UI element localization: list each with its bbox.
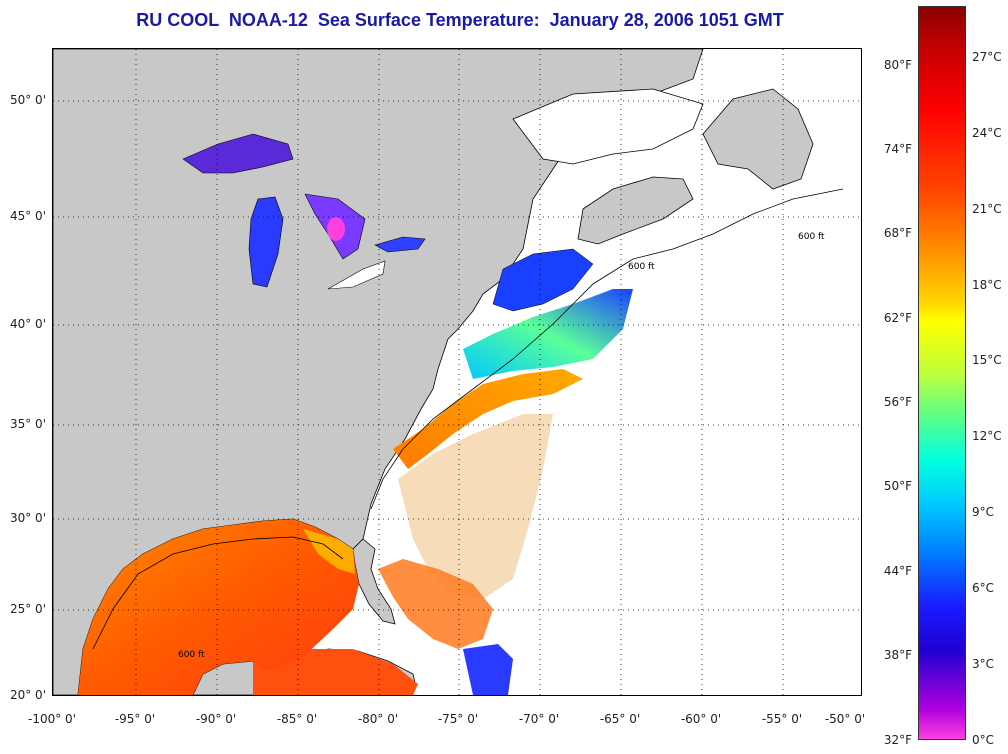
sargasso-mixed-zone	[398, 414, 553, 599]
slope-water	[463, 289, 633, 379]
lat-label: 50° 0'	[9, 93, 46, 107]
lat-label: 35° 0'	[9, 417, 46, 431]
colorbar-f-label: 62°F	[883, 311, 912, 325]
lake-huron-warm-patch	[327, 217, 345, 241]
lake-erie	[327, 260, 386, 290]
lon-label: -70° 0'	[518, 712, 560, 726]
sst-map[interactable]: 600 ft 600 ft 600 ft	[52, 48, 862, 696]
colorbar-f-label: 50°F	[883, 479, 912, 493]
colorbar-f-label: 68°F	[883, 226, 912, 240]
gulf-of-mexico-water	[78, 519, 359, 695]
lat-label: 20° 0'	[9, 688, 46, 702]
colorbar-f-label: 74°F	[883, 142, 912, 156]
lake-superior	[182, 133, 294, 174]
lat-label: 40° 0'	[9, 317, 46, 331]
colorbar-c-label: 12°C	[972, 429, 1002, 443]
map-title: RU COOL NOAA-12 Sea Surface Temperature:…	[136, 10, 784, 30]
lon-label: -50° 0'	[824, 712, 866, 726]
puerto-rico-area-blue	[463, 644, 513, 695]
colorbar-c-label: 9°C	[972, 505, 995, 519]
lon-label: -65° 0'	[599, 712, 641, 726]
lat-label: 30° 0'	[9, 511, 46, 525]
contour-label: 600 ft	[798, 232, 825, 242]
lat-label: 45° 0'	[9, 209, 46, 223]
bahamas-warm-water	[378, 559, 493, 649]
colorbar-c-label: 0°C	[972, 733, 995, 747]
lon-label: -80° 0'	[357, 712, 399, 726]
lat-label: 25° 0'	[9, 602, 46, 616]
st-lawrence-water	[512, 88, 704, 165]
colorbar-c-label: 6°C	[972, 581, 995, 595]
lake-ontario	[374, 236, 426, 253]
contour-label: 600 ft	[628, 262, 655, 272]
lon-label: -75° 0'	[437, 712, 479, 726]
contour-label: 600 ft	[178, 650, 205, 660]
newfoundland-land	[702, 88, 814, 190]
lon-label: -85° 0'	[276, 712, 318, 726]
colorbar-c-label: 21°C	[972, 202, 1002, 216]
colorbar-c-label: 15°C	[972, 353, 1002, 367]
lon-label: -95° 0'	[114, 712, 156, 726]
colorbar-f-label: 80°F	[883, 58, 912, 72]
temperature-colorbar	[918, 6, 966, 740]
lake-michigan	[248, 196, 284, 288]
contour-600ft-gulf	[92, 536, 344, 650]
contour-labels: 600 ft 600 ft 600 ft	[178, 232, 825, 660]
lon-label: -60° 0'	[680, 712, 722, 726]
colorbar-f-label: 32°F	[883, 733, 912, 747]
lon-label: -100° 0'	[28, 712, 76, 726]
colorbar-c-label: 27°C	[972, 50, 1002, 64]
colorbar-f-label: 38°F	[883, 648, 912, 662]
colorbar-f-label: 56°F	[883, 395, 912, 409]
nova-scotia-land	[577, 176, 694, 245]
lon-label: -90° 0'	[195, 712, 237, 726]
lon-label: -55° 0'	[761, 712, 803, 726]
colorbar-c-label: 18°C	[972, 278, 1002, 292]
contour-600ft-atlantic	[370, 188, 844, 510]
colorbar-c-label: 3°C	[972, 657, 995, 671]
florida-land	[352, 538, 396, 625]
gulf-coastal-yellow	[303, 529, 355, 574]
colorbar-f-label: 44°F	[883, 564, 912, 578]
shelf-water-cold	[492, 248, 594, 312]
colorbar-c-label: 24°C	[972, 126, 1002, 140]
map-svg: 600 ft 600 ft 600 ft	[53, 49, 861, 695]
gulf-stream	[393, 369, 583, 469]
